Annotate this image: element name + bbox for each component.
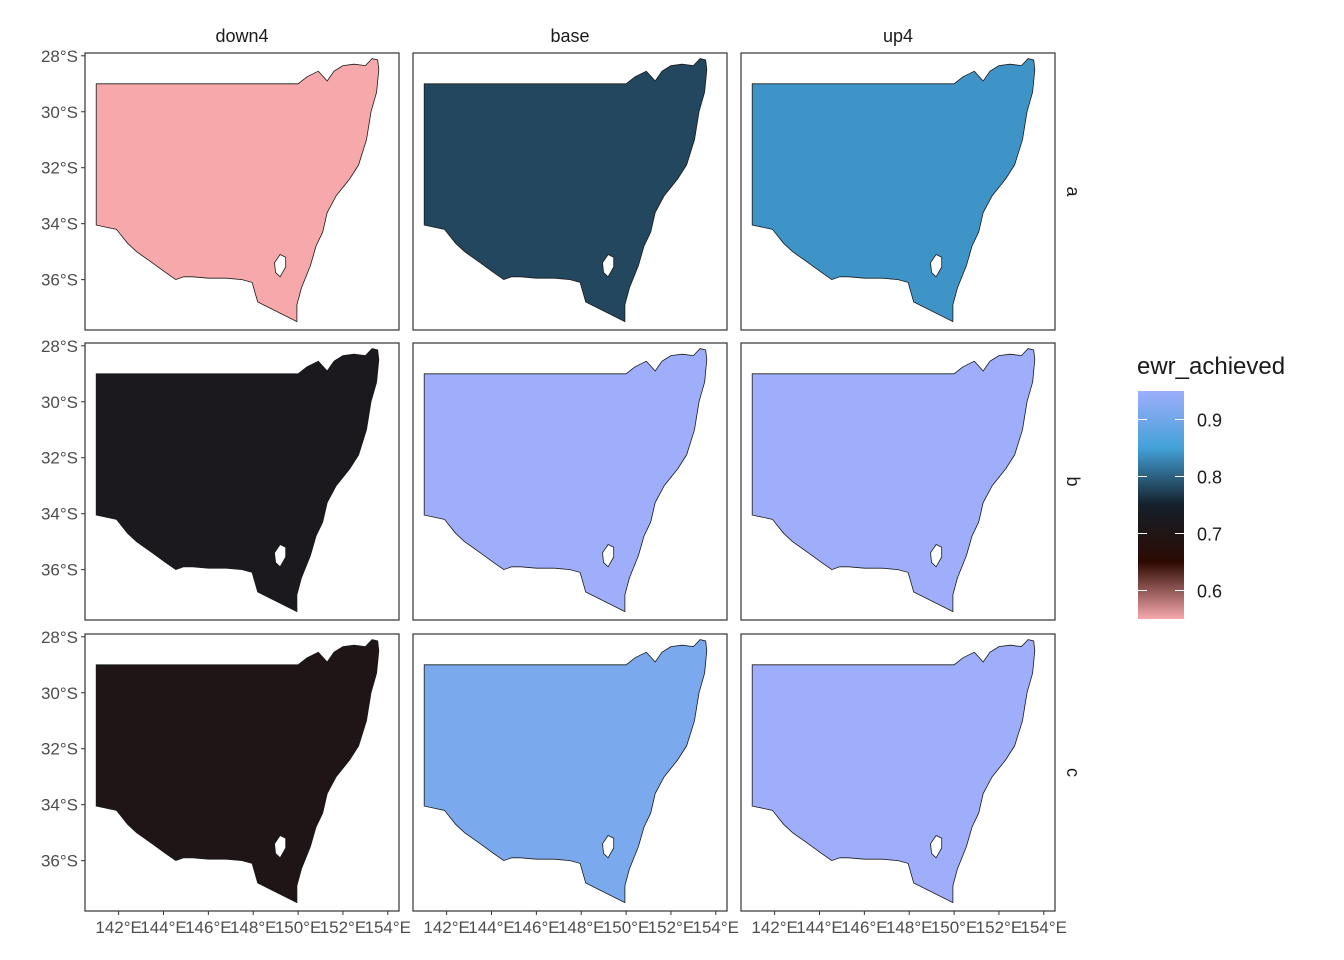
y-tick-label: 30°S — [41, 684, 78, 703]
panel-b-base — [412, 342, 728, 621]
panel-border — [84, 52, 400, 331]
x-tick-label: 148°E — [886, 918, 933, 937]
y-tick-label: 28°S — [41, 628, 78, 647]
y-tick-label: 36°S — [41, 271, 78, 290]
legend-ticks: 0.9 0.8 0.7 0.6 — [1138, 411, 1222, 602]
legend-colorbar — [1138, 391, 1184, 619]
panel-border — [740, 52, 1056, 331]
region-shape — [95, 58, 380, 323]
y-tick-label: 32°S — [41, 740, 78, 759]
x-tick-label: 154°E — [1021, 918, 1068, 937]
panel-a-down4 — [84, 52, 400, 331]
column-strip-label: down4 — [215, 26, 268, 46]
column-strip-label: up4 — [883, 26, 913, 46]
x-tick-label: 152°E — [320, 918, 367, 937]
region-shape — [751, 639, 1036, 904]
x-tick-label: 144°E — [468, 918, 515, 937]
x-tick-label: 144°E — [140, 918, 187, 937]
row-strip-label: b — [1063, 476, 1083, 486]
panel-border — [84, 633, 400, 912]
region-shape — [423, 639, 708, 904]
panel-border — [412, 342, 728, 621]
axes-layer: 28°S 30°S 32°S 34°S 36°S 28°S 30°S 32°S 34°S 36°S… — [41, 47, 1067, 937]
x-tick-label: 154°E — [693, 918, 740, 937]
strip-labels-layer: down4 base up4 a b c — [215, 26, 1083, 777]
y-tick-label: 34°S — [41, 796, 78, 815]
x-tick-label: 146°E — [185, 918, 232, 937]
x-tick-label: 146°E — [841, 918, 888, 937]
y-tick-label: 36°S — [41, 561, 78, 580]
y-tick-label: 34°S — [41, 215, 78, 234]
x-tick-label: 150°E — [603, 918, 650, 937]
panel-b-down4 — [84, 342, 400, 621]
y-tick-label: 36°S — [41, 852, 78, 871]
panels-layer — [84, 52, 1056, 912]
region-shape — [423, 58, 708, 323]
legend-tick-label: 0.7 — [1197, 525, 1222, 545]
panel-b-up4 — [740, 342, 1056, 621]
x-tick-label: 150°E — [931, 918, 978, 937]
panel-c-base — [412, 633, 728, 912]
x-tick-label: 152°E — [976, 918, 1023, 937]
column-strip-label: base — [550, 26, 589, 46]
y-tick-label: 28°S — [41, 47, 78, 66]
row-strip-label: a — [1063, 186, 1083, 197]
x-tick-label: 142°E — [423, 918, 470, 937]
x-tick-label: 146°E — [513, 918, 560, 937]
y-tick-label: 34°S — [41, 505, 78, 524]
panel-border — [740, 633, 1056, 912]
x-tick-label: 148°E — [558, 918, 605, 937]
row-strip-label: c — [1063, 768, 1083, 777]
region-shape — [423, 348, 708, 613]
y-tick-label: 32°S — [41, 159, 78, 178]
panel-a-up4 — [740, 52, 1056, 331]
region-shape — [751, 348, 1036, 613]
y-tick-label: 32°S — [41, 449, 78, 468]
legend-title: ewr_achieved — [1137, 353, 1285, 380]
panel-border — [84, 342, 400, 621]
x-tick-label: 154°E — [365, 918, 412, 937]
panel-border — [740, 342, 1056, 621]
x-tick-label: 152°E — [648, 918, 695, 937]
legend-tick-label: 0.8 — [1197, 468, 1222, 488]
x-tick-label: 150°E — [275, 918, 322, 937]
y-tick-label: 30°S — [41, 393, 78, 412]
legend: ewr_achieved 0.9 0.8 0.7 0.6 — [1137, 353, 1285, 619]
region-shape — [95, 348, 380, 613]
panel-c-up4 — [740, 633, 1056, 912]
region-shape — [751, 58, 1036, 323]
x-tick-label: 144°E — [796, 918, 843, 937]
legend-tick-label: 0.9 — [1197, 411, 1222, 431]
x-tick-label: 148°E — [230, 918, 277, 937]
y-tick-label: 30°S — [41, 103, 78, 122]
region-shape — [95, 639, 380, 904]
x-tick-label: 142°E — [751, 918, 798, 937]
x-tick-label: 142°E — [95, 918, 142, 937]
panel-a-base — [412, 52, 728, 331]
y-tick-label: 28°S — [41, 337, 78, 356]
legend-tick-label: 0.6 — [1197, 582, 1222, 602]
panel-c-down4 — [84, 633, 400, 912]
panel-border — [412, 52, 728, 331]
panel-border — [412, 633, 728, 912]
